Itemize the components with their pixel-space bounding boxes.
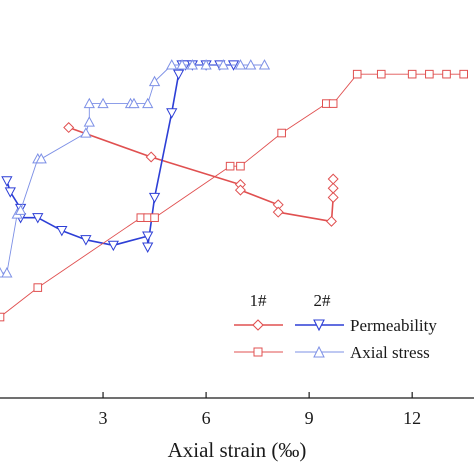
data-point-triangle-down	[1, 176, 13, 187]
series-layer	[0, 59, 468, 322]
data-point-triangle-up	[200, 59, 212, 70]
data-point-diamond	[327, 191, 339, 203]
data-point-triangle-down	[80, 235, 92, 246]
data-point-triangle-up	[245, 59, 257, 70]
legend-row-axial-stress: Axial stress	[234, 343, 430, 362]
data-point-triangle-up	[148, 75, 161, 87]
data-point-triangle-up	[35, 152, 47, 164]
data-point-diamond	[325, 215, 337, 227]
data-point-diamond	[272, 206, 284, 218]
data-point-triangle-down	[56, 225, 68, 237]
legend-marker-triangle-up	[313, 345, 325, 358]
legend-header-2: 2#	[314, 291, 332, 310]
x-tick-label: 9	[305, 408, 314, 428]
x-axis-title: Axial strain (‰)	[168, 438, 307, 462]
data-point-diamond	[234, 184, 246, 196]
data-point-square	[0, 312, 5, 322]
data-point-diamond	[63, 122, 75, 134]
data-point-triangle-up	[217, 59, 229, 70]
data-point-square	[352, 69, 362, 79]
data-point-square	[407, 69, 417, 79]
data-point-diamond	[327, 182, 339, 194]
data-point-triangle-up	[83, 97, 95, 109]
series-1-permeability	[63, 122, 339, 227]
data-point-triangle-down	[166, 108, 178, 119]
x-ticks: 3 6 9 12	[99, 392, 421, 428]
legend-row-permeability: Permeability	[234, 316, 437, 335]
data-point-square	[459, 69, 468, 79]
legend-header-1: 1#	[250, 291, 268, 310]
data-point-triangle-up	[14, 204, 27, 215]
x-tick-label: 6	[202, 408, 211, 428]
data-point-triangle-up	[166, 59, 178, 70]
data-point-square	[442, 69, 451, 79]
data-point-square	[33, 283, 43, 292]
series-line	[0, 64, 265, 274]
legend-label-axial-stress: Axial stress	[350, 343, 430, 362]
data-point-triangle-up	[258, 59, 271, 70]
series-line	[0, 73, 464, 318]
data-point-square	[376, 69, 386, 79]
data-point-triangle-down	[142, 242, 154, 253]
data-point-triangle-up	[128, 97, 140, 109]
data-point-square	[277, 128, 286, 138]
legend-marker-diamond	[252, 319, 264, 331]
data-point-triangle-up	[142, 97, 154, 109]
data-point-triangle-down	[107, 240, 119, 252]
data-point-triangle-up	[97, 97, 109, 109]
series-2-axial-stress	[0, 59, 271, 278]
data-point-triangle-up	[176, 59, 188, 70]
x-tick-label: 3	[99, 408, 108, 428]
data-point-triangle-up	[234, 59, 247, 70]
legend-marker-square	[253, 347, 263, 357]
data-point-square	[425, 69, 434, 79]
data-point-square	[328, 99, 338, 108]
data-point-square	[150, 213, 159, 222]
data-point-diamond	[145, 151, 157, 163]
x-tick-label: 12	[403, 408, 421, 428]
data-point-triangle-up	[83, 116, 95, 127]
data-point-triangle-down	[4, 187, 16, 198]
data-point-triangle-down	[32, 213, 44, 224]
legend-label-permeability: Permeability	[350, 316, 437, 335]
legend-marker-triangle-down	[313, 319, 325, 332]
data-point-triangle-up	[186, 59, 198, 70]
data-point-triangle-down	[172, 69, 185, 81]
data-point-diamond	[327, 173, 339, 185]
data-point-triangle-up	[1, 267, 13, 278]
data-point-square	[225, 161, 235, 171]
data-point-triangle-down	[142, 231, 154, 242]
data-point-square	[236, 161, 245, 171]
series-1-axial-stress	[0, 69, 468, 322]
series-line	[68, 126, 335, 223]
data-point-triangle-up	[80, 127, 92, 138]
legend: 1# 2# Permeability Axial stress	[234, 291, 437, 362]
data-point-triangle-down	[148, 192, 161, 204]
